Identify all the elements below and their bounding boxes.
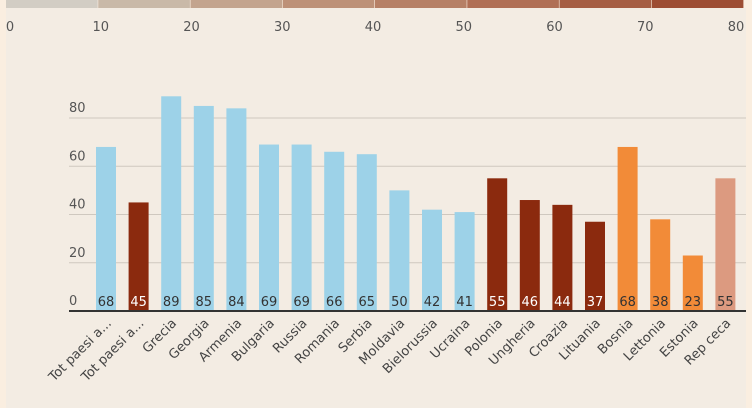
y-tick-label: 60 <box>69 149 86 164</box>
color-scale-legend <box>6 0 744 8</box>
color-scale-segment <box>190 0 283 8</box>
bar <box>389 190 410 311</box>
bar <box>617 146 638 311</box>
bar <box>161 96 182 311</box>
bar <box>226 108 247 311</box>
bar-value-label: 84 <box>228 295 245 310</box>
bar <box>650 219 671 311</box>
color-scale-tick-label: 70 <box>637 20 654 35</box>
color-scale-segment <box>375 0 467 8</box>
color-scale-segment <box>467 0 559 8</box>
bar <box>585 221 605 311</box>
bar <box>552 204 573 311</box>
bar <box>422 209 442 311</box>
y-tick-label: 0 <box>69 294 77 309</box>
bar-value-label: 50 <box>391 295 408 310</box>
bars <box>96 96 736 311</box>
bar-value-labels: 68 45 89 85 84 69 69 66 65 50 42 41 55 46 44 37 68 38 23 55 <box>98 295 734 310</box>
bar-value-label: 85 <box>196 295 213 310</box>
bar-value-label: 65 <box>359 295 376 310</box>
color-scale-tick-label: 0 <box>6 20 14 35</box>
bar-value-label: 38 <box>652 295 669 310</box>
bar-value-label: 45 <box>130 295 147 310</box>
color-scale-tick-label: 40 <box>365 20 382 35</box>
bar <box>259 144 279 311</box>
bar-value-label: 44 <box>554 295 571 310</box>
bar-value-label: 55 <box>489 295 506 310</box>
bar <box>454 212 475 311</box>
bar <box>682 255 703 311</box>
bar <box>324 151 345 311</box>
color-scale-segment <box>282 0 375 8</box>
color-scale-tick-label: 20 <box>183 20 200 35</box>
y-tick-label: 40 <box>69 198 86 213</box>
bar-value-label: 41 <box>456 295 473 310</box>
bar <box>193 105 214 311</box>
color-scale-segment <box>6 0 98 8</box>
y-tick-label: 20 <box>69 246 86 261</box>
color-scale-tick-label: 80 <box>728 20 745 35</box>
bar-value-label: 66 <box>326 295 343 310</box>
bar <box>291 144 312 311</box>
y-tick-label: 80 <box>69 101 86 116</box>
bar-value-label: 69 <box>293 295 310 310</box>
color-scale-tick-label: 60 <box>546 20 563 35</box>
color-scale-segment <box>559 0 652 8</box>
bar-value-label: 37 <box>587 295 604 310</box>
bar-value-label: 68 <box>98 295 115 310</box>
bar-value-label: 46 <box>522 295 539 310</box>
bar-value-label: 68 <box>619 295 636 310</box>
color-scale-segment <box>651 0 744 8</box>
bar <box>356 154 377 311</box>
bar <box>128 202 149 311</box>
color-scale-tick-label: 30 <box>274 20 291 35</box>
bar <box>519 200 540 311</box>
bar-value-label: 55 <box>717 295 734 310</box>
bar <box>96 146 116 311</box>
bar-value-label: 23 <box>685 295 702 310</box>
bar-value-label: 69 <box>261 295 278 310</box>
bar-value-label: 42 <box>424 295 441 310</box>
color-scale-ticks: 0 10 20 30 40 50 60 70 80 <box>6 20 744 35</box>
color-scale-tick-label: 10 <box>92 20 109 35</box>
bar-value-label: 89 <box>163 295 180 310</box>
y-axis-ticks: 0 20 40 60 80 <box>69 101 86 309</box>
color-scale-segment <box>98 0 190 8</box>
bar <box>487 178 508 311</box>
color-scale-tick-label: 50 <box>455 20 472 35</box>
bar <box>715 178 736 311</box>
